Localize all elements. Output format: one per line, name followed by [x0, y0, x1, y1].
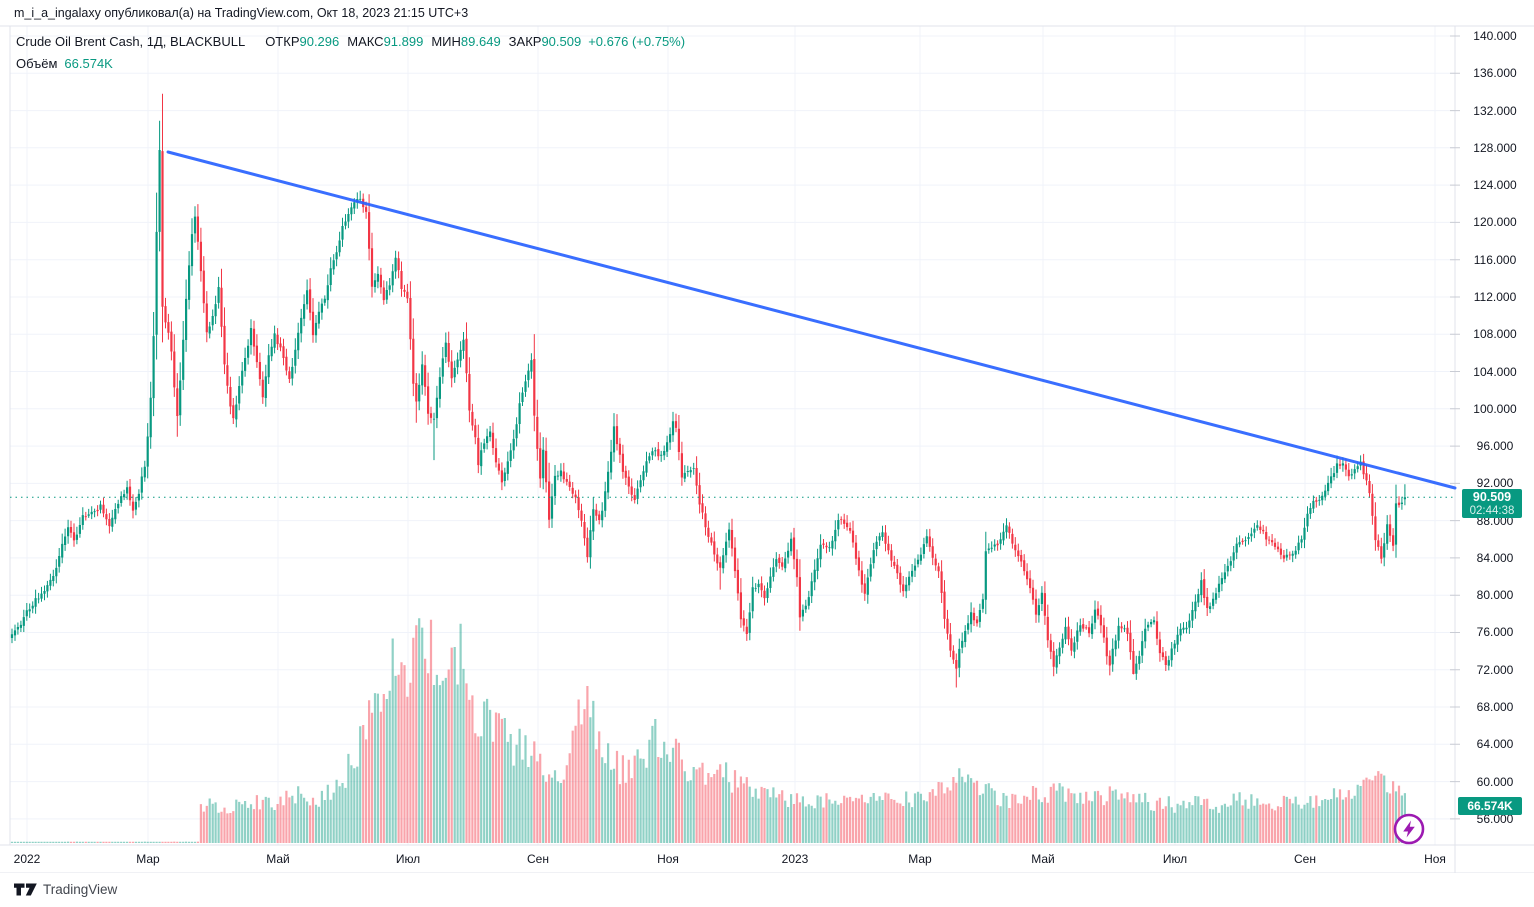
price-tick-label: 60.000 [1476, 774, 1514, 789]
price-tick-label: 136.000 [1473, 66, 1517, 81]
price-tick-label: 84.000 [1476, 550, 1514, 565]
time-axis-label: Ноя [657, 852, 679, 866]
trendline[interactable] [166, 150, 1457, 490]
current-price-value: 90.509 [1472, 489, 1512, 504]
grid-vertical [26, 26, 1436, 845]
volume-label: Объём [16, 56, 58, 71]
low-value: 89.649 [460, 34, 501, 49]
close-label: ЗАКР [508, 34, 542, 49]
price-tick-label: 128.000 [1473, 140, 1517, 155]
time-axis-label: Ноя [1424, 852, 1446, 866]
open-label: ОТКР [265, 34, 300, 49]
lightning-boost-button[interactable] [1391, 811, 1427, 847]
time-axis-label: Мар [908, 852, 932, 866]
time-axis-label: Сен [1294, 852, 1316, 866]
volume-bars-up [10, 618, 1406, 843]
price-tick-label: 124.000 [1473, 178, 1517, 193]
high-value: 91.899 [383, 34, 424, 49]
candle-bodies-down [69, 151, 1401, 675]
price-tick-label: 120.000 [1473, 215, 1517, 230]
candle-wicks-up [11, 120, 1406, 680]
price-tick-label: 108.000 [1473, 327, 1517, 342]
current-price-label: 90.509 02:44:38 [1462, 488, 1522, 518]
time-axis-label: 2023 [781, 852, 809, 866]
footer-bar: TradingView [0, 873, 1534, 907]
time-axis-label: Июл [1162, 852, 1188, 866]
price-tick-label: 92.000 [1476, 476, 1514, 491]
time-axis-label: 2022 [13, 852, 41, 866]
high-label: МАКС [347, 34, 384, 49]
price-tick-label: 80.000 [1476, 588, 1514, 603]
open-value: 90.296 [299, 34, 340, 49]
volume-axis-label: 66.574K [1458, 797, 1522, 815]
bar-countdown: 02:44:38 [1469, 504, 1515, 517]
change-value: +0.676 (+0.75%) [588, 34, 686, 49]
price-scale[interactable]: 140.000 136.000 132.000 128.000 124.000 120.0… [1456, 26, 1534, 845]
lightning-icon [1403, 820, 1415, 838]
chart-legend: Crude Oil Brent Cash, 1Д, BLACKBULL ОТКР9… [16, 31, 685, 75]
time-axis-label: Июл [395, 852, 421, 866]
low-label: МИН [431, 34, 461, 49]
time-scale[interactable]: 2022 Мар Май Июл Сен Ноя 2023 Мар Май Июл Сен Ноя [0, 846, 1455, 872]
price-tick-label: 68.000 [1476, 700, 1514, 715]
price-tick-label: 64.000 [1476, 737, 1514, 752]
time-axis-label: Май [266, 852, 290, 866]
price-tick-label: 72.000 [1476, 662, 1514, 677]
price-tick-label: 76.000 [1476, 625, 1514, 640]
tradingview-mark-icon [14, 883, 37, 896]
price-tick-marks [1450, 35, 1460, 820]
price-tick-label: 100.000 [1473, 401, 1517, 416]
time-axis-label: Мар [136, 852, 160, 866]
symbol-title[interactable]: Crude Oil Brent Cash, 1Д, BLACKBULL [16, 34, 246, 49]
close-value: 90.509 [541, 34, 582, 49]
publish-info: m_i_a_ingalaxy опубликовал(а) на Trading… [14, 6, 469, 20]
price-tick-label: 96.000 [1476, 439, 1514, 454]
price-tick-label: 112.000 [1473, 289, 1517, 304]
time-axis-label: Май [1031, 852, 1055, 866]
grid-horizontal [10, 35, 1455, 820]
candle-wicks-down [70, 93, 1400, 688]
tradingview-logo[interactable]: TradingView [14, 882, 117, 897]
time-axis-label: Сен [527, 852, 549, 866]
volume-bars-down [69, 619, 1401, 843]
legend-row-volume: Объём 66.574K [16, 53, 685, 75]
price-tick-label: 132.000 [1473, 103, 1517, 118]
volume-value: 66.574K [64, 56, 113, 71]
tradingview-brand-text: TradingView [43, 882, 118, 897]
price-tick-label: 104.000 [1473, 364, 1517, 379]
price-tick-label: 116.000 [1473, 252, 1517, 267]
legend-row-symbol: Crude Oil Brent Cash, 1Д, BLACKBULL ОТКР9… [16, 31, 685, 53]
price-tick-label: 140.000 [1473, 29, 1517, 43]
price-tick-label: 56.000 [1476, 811, 1514, 826]
